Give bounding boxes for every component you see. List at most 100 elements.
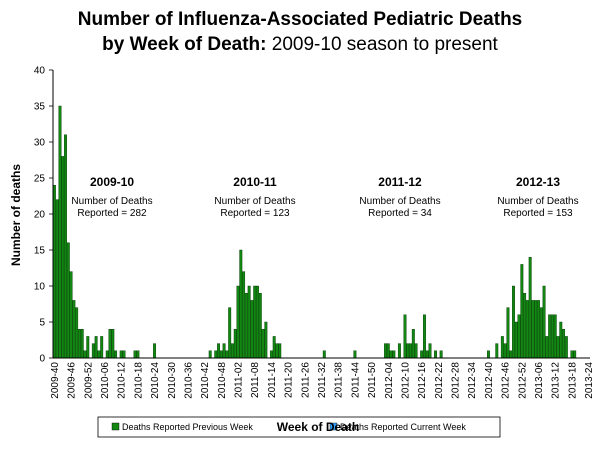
bar (559, 321, 563, 359)
bar (495, 343, 499, 359)
x-tick-label: 2011-38 (334, 362, 345, 398)
bar (425, 350, 429, 359)
annotation-text: Number of Deaths (359, 196, 440, 207)
bar (69, 271, 73, 359)
bar (428, 343, 432, 359)
bar (550, 314, 554, 359)
annotation-text: Reported = 34 (368, 208, 432, 219)
y-tick-label: 5 (39, 318, 45, 329)
x-tick-label: 2013-06 (534, 362, 545, 399)
bar (500, 336, 504, 359)
bar (528, 257, 532, 359)
bar (545, 336, 549, 359)
bar (562, 329, 566, 359)
bar (570, 350, 574, 359)
x-tick-label: 2012-10 (400, 362, 411, 399)
bar (64, 134, 67, 359)
bar (61, 156, 65, 359)
bar (503, 343, 507, 359)
bar (228, 307, 232, 359)
subtitle-bold: by Week of Death: (102, 34, 266, 55)
y-tick-label: 40 (34, 66, 46, 77)
annotation-text: Number of Deaths (214, 196, 295, 207)
bar (509, 350, 513, 359)
annotation-text: Reported = 282 (77, 208, 147, 219)
bar (83, 350, 87, 359)
bar (531, 300, 535, 359)
x-tick-label: 2012-40 (484, 362, 495, 399)
bar (94, 336, 98, 359)
x-tick-label: 2013-12 (551, 362, 562, 399)
bar (520, 264, 524, 359)
bar (136, 350, 140, 359)
x-tick-label: 2011-14 (267, 362, 278, 398)
bar (222, 343, 226, 359)
bar (553, 314, 557, 359)
x-tick-label: 2013-24 (584, 362, 595, 399)
bar (231, 343, 234, 359)
legend-label: Deaths Reported Previous Week (122, 422, 253, 432)
annotation-title: 2012-13 (516, 175, 560, 189)
x-tick-label: 2011-50 (367, 362, 378, 398)
bar (108, 329, 112, 359)
y-tick-label: 25 (34, 174, 46, 185)
x-tick-label: 2010-42 (200, 362, 211, 399)
bar (225, 350, 229, 359)
bar (236, 285, 240, 359)
x-tick-label: 2012-52 (517, 362, 528, 399)
x-tick-label: 2012-22 (434, 362, 445, 399)
bar (244, 293, 248, 359)
bar (434, 350, 438, 359)
x-tick-label: 2013-18 (567, 362, 578, 399)
bar (517, 314, 521, 359)
x-tick-label: 2009-40 (50, 362, 61, 399)
x-tick-label: 2011-02 (234, 362, 245, 398)
bar (539, 307, 543, 359)
x-tick-label: 2012-16 (417, 362, 428, 399)
bar (523, 293, 527, 359)
bar (66, 242, 70, 359)
x-tick-label: 2010-06 (100, 362, 111, 399)
bar (55, 199, 59, 359)
y-tick-label: 35 (34, 102, 46, 113)
x-tick-label: 2011-26 (300, 362, 311, 398)
x-tick-label: 2012-34 (467, 362, 478, 399)
bar (217, 343, 221, 359)
bar (411, 329, 415, 359)
bar (542, 285, 546, 359)
bar (219, 350, 223, 359)
y-tick-label: 20 (34, 210, 46, 221)
bar (105, 350, 109, 359)
bar (573, 350, 577, 359)
bar (272, 336, 276, 359)
x-tick-label: 2012-04 (384, 362, 395, 399)
annotation-title: 2009-10 (90, 175, 134, 189)
bar (91, 343, 95, 359)
bar (422, 314, 426, 359)
x-tick-label: 2009-46 (67, 362, 78, 399)
legend-box (97, 416, 501, 438)
bar (261, 329, 265, 359)
bar (564, 336, 568, 359)
bar (264, 321, 268, 359)
bar (386, 343, 390, 359)
bar (52, 184, 56, 359)
x-tick-label: 2012-28 (451, 362, 462, 399)
bar (256, 285, 259, 359)
annotation-text: Number of Deaths (71, 196, 152, 207)
bar (537, 300, 540, 359)
x-tick-label: 2011-32 (317, 362, 328, 398)
bar (439, 350, 443, 359)
bar (389, 350, 393, 359)
bar (80, 329, 84, 359)
bar (556, 336, 560, 359)
annotation-text: Number of Deaths (497, 196, 578, 207)
bar (406, 343, 410, 359)
bar (233, 329, 237, 359)
bar (534, 300, 538, 359)
bar (514, 321, 518, 359)
bar (403, 314, 407, 359)
bar (250, 300, 254, 359)
